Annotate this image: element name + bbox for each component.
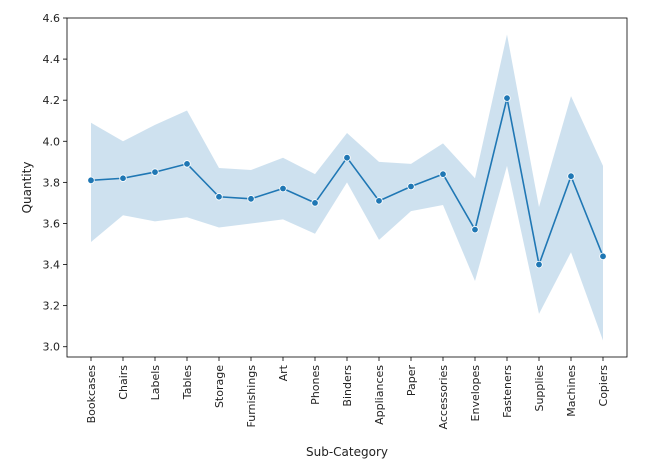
x-tick-label: Bookcases <box>85 365 98 424</box>
x-tick-label: Envelopes <box>469 365 482 422</box>
x-tick-label: Furnishings <box>245 365 258 428</box>
x-tick-label: Copiers <box>597 365 610 407</box>
y-tick-label: 4.4 <box>43 53 61 66</box>
data-point <box>215 193 223 201</box>
y-axis-ticks: 3.0 3.2 3.4 3.6 3.8 4.0 4.2 4.4 4.6 <box>43 12 67 354</box>
y-tick-label: 4.0 <box>43 135 61 148</box>
x-tick-label: Tables <box>181 365 194 400</box>
series-marker-layer <box>87 94 607 269</box>
y-axis-label: Quantity <box>20 162 34 214</box>
data-point <box>247 195 255 203</box>
x-tick-label: Labels <box>149 365 162 401</box>
data-point <box>151 168 159 176</box>
y-tick-label: 3.8 <box>43 176 61 189</box>
data-point <box>183 160 191 168</box>
data-point <box>599 252 607 261</box>
x-tick-label: Supplies <box>533 365 546 412</box>
y-tick-label: 3.4 <box>43 259 61 272</box>
x-tick-label: Appliances <box>373 365 386 425</box>
data-point <box>407 182 415 191</box>
data-point <box>503 94 511 102</box>
data-point <box>343 154 351 162</box>
x-tick-label: Storage <box>213 365 226 408</box>
data-point <box>535 260 543 269</box>
data-point <box>567 172 575 180</box>
confidence-band <box>91 34 603 341</box>
x-tick-label: Fasteners <box>501 365 514 418</box>
data-point <box>119 174 127 182</box>
x-tick-label: Binders <box>341 365 354 407</box>
data-point <box>87 176 95 185</box>
x-tick-label: Chairs <box>117 365 130 400</box>
x-tick-label: Art <box>277 364 290 381</box>
y-tick-label: 3.2 <box>43 300 61 313</box>
data-point <box>311 199 319 207</box>
x-tick-label: Machines <box>565 365 578 417</box>
y-tick-label: 3.6 <box>43 217 61 230</box>
y-tick-label: 4.2 <box>43 94 61 107</box>
x-axis-ticks: Bookcases Chairs Labels Tables Storage Furnis… <box>85 357 610 429</box>
y-tick-label: 3.0 <box>43 341 61 354</box>
confidence-band-layer <box>91 34 603 341</box>
y-tick-label: 4.6 <box>43 12 61 25</box>
data-point <box>439 170 447 178</box>
data-point <box>279 184 287 193</box>
data-point <box>471 225 479 234</box>
data-point <box>375 197 383 205</box>
x-axis-label: Sub-Category <box>306 445 388 459</box>
x-tick-label: Phones <box>309 365 322 405</box>
x-tick-label: Accessories <box>437 365 450 430</box>
x-tick-label: Paper <box>405 365 418 397</box>
